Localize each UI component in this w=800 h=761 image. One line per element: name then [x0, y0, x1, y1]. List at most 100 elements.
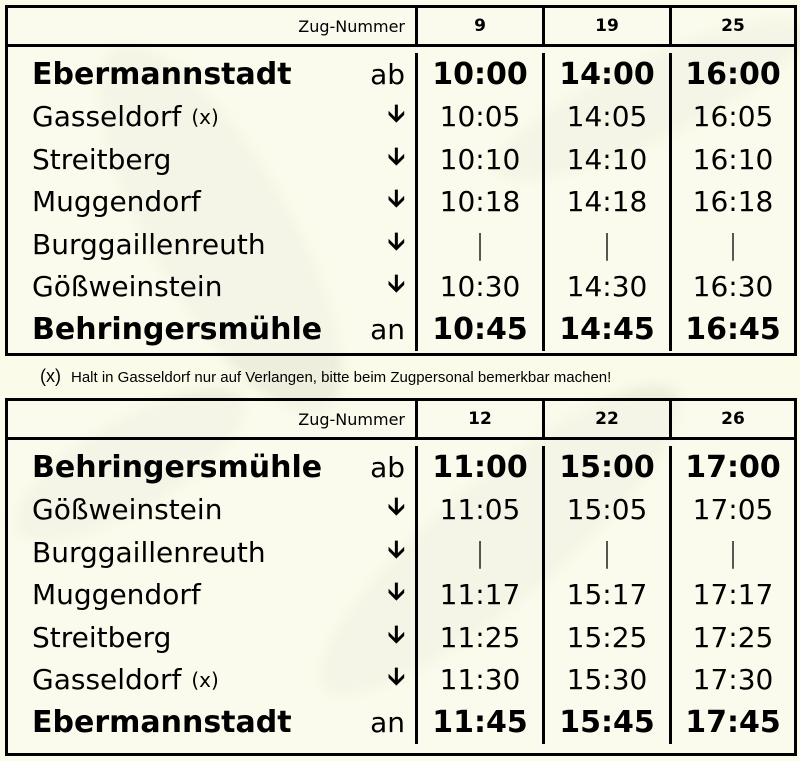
pass-through-mark: | [669, 223, 794, 266]
pass-through-mark: | [542, 531, 669, 574]
station-name: Gasseldorf [32, 100, 182, 134]
train-number-label: Zug-Nummer [298, 16, 405, 36]
station-name: Muggendorf [32, 578, 201, 612]
departure-label: ab [370, 57, 405, 91]
station-row: Gößweinstein 🡫 11:05 15:05 17:05 [8, 488, 794, 532]
station-row: Streitberg 🡫 10:10 14:10 16:10 [8, 138, 794, 181]
time-cell: 16:30 [669, 265, 794, 308]
station-cell: Streitberg 🡫 [8, 616, 415, 659]
train-number: 19 [542, 8, 669, 44]
time-cell: 14:10 [542, 138, 669, 181]
station-cell: Behringersmühle ab [8, 446, 415, 489]
time-cell: 16:05 [669, 95, 794, 138]
arrival-label: an [370, 312, 405, 346]
time-cell: 14:45 [542, 308, 669, 351]
arrow-down-icon: 🡫 [387, 141, 405, 170]
pass-through-mark: | [542, 223, 669, 266]
timetable-body: Ebermannstadt ab 10:00 14:00 16:00 Gasseldorf… [8, 47, 794, 351]
time-cell: 15:30 [542, 658, 669, 701]
timetable-outbound: Zug-Nummer 9 19 25 Ebermannstadt ab 10:00 14:00… [5, 5, 797, 356]
departure-label: ab [370, 450, 405, 484]
time-cell: 15:00 [542, 446, 669, 489]
time-cell: 15:25 [542, 616, 669, 659]
station-row: Streitberg 🡫 11:25 15:25 17:25 [8, 616, 794, 659]
station-name: Muggendorf [32, 185, 201, 219]
time-cell: 17:25 [669, 616, 794, 659]
station-name: Streitberg [32, 620, 172, 654]
station-cell: Ebermannstadt an [8, 701, 415, 744]
time-cell: 17:30 [669, 658, 794, 701]
time-cell: 16:18 [669, 180, 794, 223]
station-row: Ebermannstadt ab 10:00 14:00 16:00 [8, 53, 794, 96]
time-cell: 11:00 [415, 446, 542, 489]
station-cell: Ebermannstadt ab [8, 53, 415, 96]
time-cell: 17:17 [669, 573, 794, 616]
station-name: Behringersmühle [32, 449, 323, 485]
station-row: Muggendorf 🡫 10:18 14:18 16:18 [8, 180, 794, 223]
request-stop-note: (x) [191, 104, 219, 129]
station-cell: Gößweinstein 🡫 [8, 266, 415, 309]
pass-through-mark: | [415, 531, 542, 574]
station-row: Burggaillenreuth 🡫 | | | [8, 223, 794, 266]
station-name: Ebermannstadt [32, 704, 292, 740]
station-row: Behringersmühle ab 11:00 15:00 17:00 [8, 446, 794, 489]
time-cell: 15:05 [542, 488, 669, 531]
time-cell: 17:05 [669, 488, 794, 531]
time-cell: 16:45 [669, 308, 794, 351]
time-cell: 15:45 [542, 701, 669, 744]
station-row: Ebermannstadt an 11:45 15:45 17:45 [8, 701, 794, 744]
station-name: Gasseldorf [32, 663, 182, 697]
time-cell: 10:05 [415, 95, 542, 138]
station-cell: Gasseldorf (x) 🡫 [8, 96, 415, 139]
station-cell: Burggaillenreuth 🡫 [8, 223, 415, 266]
arrow-down-icon: 🡫 [387, 619, 405, 648]
time-cell: 16:00 [669, 53, 794, 96]
time-cell: 11:17 [415, 573, 542, 616]
time-cell: 10:00 [415, 53, 542, 96]
station-name: Gößweinstein [32, 270, 223, 304]
station-row: Behringersmühle an 10:45 14:45 16:45 [8, 308, 794, 351]
pass-through-mark: | [415, 223, 542, 266]
arrow-down-icon: 🡫 [387, 184, 405, 213]
time-cell: 11:25 [415, 616, 542, 659]
time-cell: 11:30 [415, 658, 542, 701]
time-cell: 14:18 [542, 180, 669, 223]
arrow-down-icon: 🡫 [387, 662, 405, 691]
station-cell: Streitberg 🡫 [8, 138, 415, 181]
request-stop-note: (x) [191, 667, 219, 692]
station-cell: Gößweinstein 🡫 [8, 489, 415, 532]
time-cell: 10:45 [415, 308, 542, 351]
station-row: Muggendorf 🡫 11:17 15:17 17:17 [8, 573, 794, 617]
train-number: 25 [669, 8, 794, 44]
station-row: Burggaillenreuth 🡫 | | | [8, 531, 794, 574]
time-cell: 10:30 [415, 265, 542, 308]
station-row: Gößweinstein 🡫 10:30 14:30 16:30 [8, 265, 794, 309]
train-number-label: Zug-Nummer [298, 409, 405, 429]
timetable-return: Zug-Nummer 12 22 26 Behringersmühle ab 11:00 15… [5, 398, 797, 756]
station-cell: Gasseldorf (x) 🡫 [8, 659, 415, 702]
station-row: Gasseldorf (x) 🡫 10:05 14:05 16:05 [8, 95, 794, 139]
train-number: 22 [542, 401, 669, 437]
time-cell: 16:10 [669, 138, 794, 181]
arrow-down-icon: 🡫 [387, 492, 405, 521]
train-number: 12 [415, 401, 542, 437]
arrival-label: an [370, 705, 405, 739]
time-cell: 17:45 [669, 701, 794, 744]
timetable-body: Behringersmühle ab 11:00 15:00 17:00 Gößweins… [8, 440, 794, 744]
station-name: Streitberg [32, 142, 172, 176]
footnote-marker: (x) [40, 366, 61, 386]
time-cell: 10:18 [415, 180, 542, 223]
station-cell: Burggaillenreuth 🡫 [8, 531, 415, 574]
time-cell: 14:05 [542, 95, 669, 138]
arrow-down-icon: 🡫 [387, 534, 405, 563]
station-cell: Muggendorf 🡫 [8, 574, 415, 617]
time-cell: 11:45 [415, 701, 542, 744]
time-cell: 17:00 [669, 446, 794, 489]
station-name: Burggaillenreuth [32, 535, 266, 569]
pass-through-mark: | [669, 531, 794, 574]
header-row: Zug-Nummer 9 19 25 [8, 8, 794, 47]
time-cell: 11:05 [415, 488, 542, 531]
time-cell: 10:10 [415, 138, 542, 181]
footnote-text: Halt in Gasseldorf nur auf Verlangen, bi… [71, 369, 612, 386]
train-number: 9 [415, 8, 542, 44]
